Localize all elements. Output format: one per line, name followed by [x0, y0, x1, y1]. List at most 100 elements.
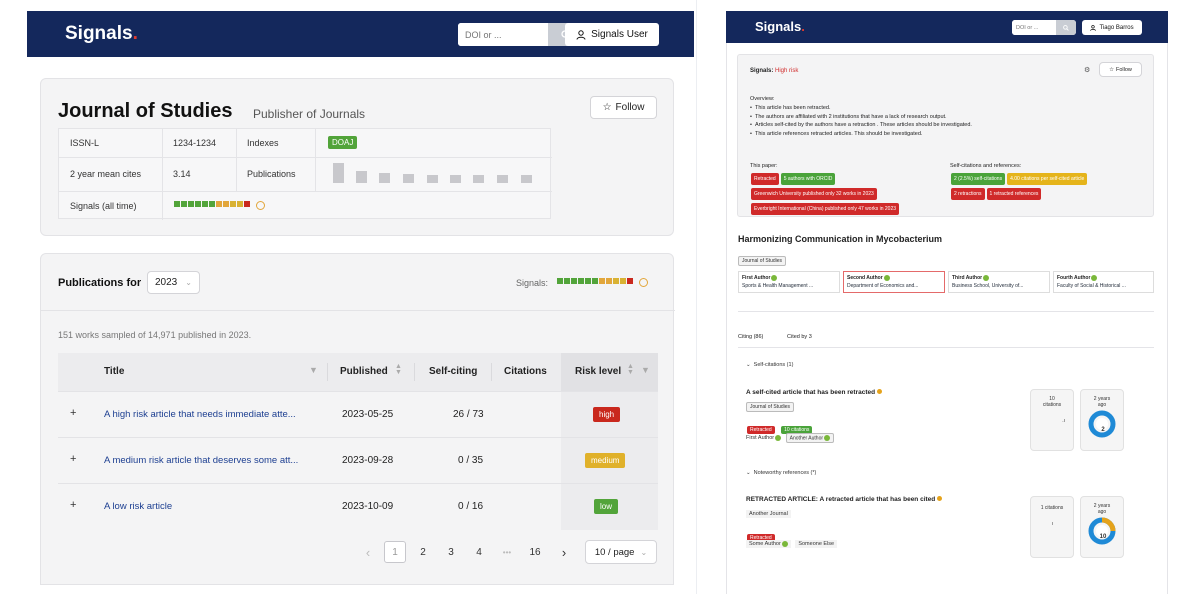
page-ellipsis[interactable]: •••: [502, 547, 512, 557]
tag-retracted: Retracted: [747, 534, 775, 542]
selfcite-item-authors: First Author Another Author: [746, 433, 835, 444]
follow-button[interactable]: ☆ Follow: [590, 96, 657, 119]
col-self-citing: Self-citing: [429, 366, 478, 377]
age-stat: 2 years ago 10: [1080, 496, 1124, 558]
age-stat: 2 years ago 2: [1080, 389, 1124, 451]
brand-text: Signals: [755, 19, 802, 34]
publications-heading: Publications for: [58, 277, 142, 289]
sort-icon[interactable]: ▲ ▼: [627, 363, 634, 376]
retracted-item-tags: Retracted: [746, 526, 776, 544]
risk-badge: low: [594, 499, 619, 514]
selfcite-item-journal[interactable]: Journal of Studies: [746, 402, 795, 412]
publications-sparkline: [333, 163, 543, 185]
signals-label: Signals:: [750, 68, 774, 74]
star-icon: ☆: [602, 102, 612, 113]
expand-button[interactable]: +: [70, 499, 77, 511]
next-page-button[interactable]: ›: [561, 544, 567, 560]
page-16-button[interactable]: 16: [529, 546, 541, 558]
author-card[interactable]: Second Author Department of Economics an…: [843, 271, 945, 293]
brand-dot: .: [132, 23, 138, 44]
filter-icon[interactable]: ▼: [641, 365, 650, 375]
row-title[interactable]: A high risk article that needs immediate…: [104, 409, 296, 420]
noteworthy-header[interactable]: ⌄ Noteworthy references (*): [746, 470, 817, 476]
expand-button[interactable]: +: [70, 407, 77, 419]
selfcite-label: Self-citations and references:: [950, 163, 1022, 169]
col-title[interactable]: Title: [104, 366, 125, 377]
author-link[interactable]: Another Author: [785, 433, 835, 444]
chevron-down-icon: ⌄: [746, 362, 751, 368]
page-2-button[interactable]: 2: [420, 546, 426, 558]
tab-citing[interactable]: Citing (86): [738, 334, 764, 340]
orcid-icon: [983, 274, 990, 281]
row-title[interactable]: A low risk article: [104, 501, 173, 512]
brand-dot: .: [801, 19, 805, 34]
signals-card: Signals: High risk ⚙ ☆ Follow Overview: …: [737, 54, 1154, 217]
overview-item: • This article references retracted arti…: [750, 130, 923, 137]
overview-item: • The authors are affiliated with 2 inst…: [750, 113, 947, 120]
signals-risk-line: Signals: High risk: [750, 68, 798, 74]
author-card[interactable]: Third Author Business School, University…: [948, 271, 1050, 293]
clock-icon[interactable]: [639, 278, 648, 287]
filter-icon[interactable]: ▼: [309, 365, 318, 375]
author-link[interactable]: First Author: [746, 434, 782, 441]
doi-search-input[interactable]: [458, 23, 548, 46]
doaj-tag: DOAJ: [328, 136, 358, 149]
search-button[interactable]: [1056, 20, 1076, 35]
overview-item: • This article has been retracted.: [750, 105, 831, 111]
user-menu-button[interactable]: Signals User: [565, 23, 659, 46]
left-brand[interactable]: Signals.: [65, 23, 138, 45]
tag-retractions: 2 retractions: [951, 188, 985, 200]
table-row[interactable]: + A medium risk article that deserves so…: [58, 437, 658, 484]
tag-retracted: Retracted: [747, 426, 775, 434]
col-published[interactable]: Published: [340, 366, 388, 377]
sort-icon[interactable]: ▲ ▼: [395, 363, 402, 376]
selfcitations-header[interactable]: ⌄ Self-citations (1): [746, 362, 794, 368]
page-1-button[interactable]: 1: [384, 541, 406, 563]
author-link[interactable]: Someone Else: [795, 540, 838, 549]
chevron-down-icon: ⌄: [185, 278, 192, 287]
user-label: Tiago Barros: [1099, 24, 1134, 31]
year-select[interactable]: 2023 ⌄: [147, 271, 200, 294]
doi-search-input[interactable]: [1012, 20, 1056, 35]
journal-chip[interactable]: Journal of Studies: [738, 256, 787, 266]
retracted-item-journal[interactable]: Another Journal: [746, 510, 791, 518]
author-card[interactable]: First Author Sports & Health Management …: [738, 271, 840, 293]
table-row[interactable]: + A high risk article that needs immedia…: [58, 391, 658, 438]
row-title[interactable]: A medium risk article that deserves some…: [104, 455, 299, 466]
donut-value: 2: [1101, 427, 1105, 433]
risk-level-text: High risk: [775, 68, 799, 74]
chevron-down-icon: ⌄: [640, 547, 648, 557]
selfcite-item-title[interactable]: A self-cited article that has been retra…: [746, 389, 882, 396]
per-page-select[interactable]: 10 / page ⌄: [585, 540, 657, 564]
author-card[interactable]: Fourth Author Faculty of Social & Histor…: [1053, 271, 1154, 293]
selfcite-tags: 2 (2.5%) self-citations 4.00 citations pe…: [950, 171, 1150, 201]
donut-value: 10: [1099, 534, 1107, 540]
follow-button[interactable]: ☆ Follow: [1099, 62, 1142, 77]
retracted-item-title[interactable]: RETRACTED ARTICLE: A retracted article t…: [746, 496, 943, 503]
search-icon: [1063, 24, 1069, 31]
warning-icon: [876, 389, 882, 394]
clock-icon[interactable]: [256, 201, 265, 210]
page-3-button[interactable]: 3: [448, 546, 454, 558]
per-page-value: 10 / page: [594, 546, 635, 558]
left-navbar: Signals. Signals User: [27, 11, 694, 57]
tag-selfcitations: 2 (2.5%) self-citations: [951, 173, 1006, 185]
indexes-label: Indexes: [247, 138, 279, 148]
author-link[interactable]: Some Author: [746, 540, 791, 549]
tag-retracted-refs: 1 retracted references: [986, 188, 1042, 200]
expand-button[interactable]: +: [70, 453, 77, 465]
user-menu-button[interactable]: Tiago Barros: [1082, 20, 1142, 35]
right-brand[interactable]: Signals.: [755, 19, 805, 34]
page-4-button[interactable]: 4: [476, 546, 482, 558]
this-paper-tags: Retracted 5 authors with ORCID Greenwich …: [750, 171, 940, 216]
row-self-citing: 0 / 35: [458, 455, 484, 466]
overview-title: Overview:: [750, 96, 775, 102]
settings-icon[interactable]: ⚙: [1084, 67, 1091, 74]
user-icon: [1090, 24, 1097, 31]
col-risk[interactable]: Risk level: [575, 366, 622, 377]
row-published: 2023-05-25: [342, 409, 394, 420]
table-row[interactable]: + A low risk article 2023-10-09 0 / 16 l…: [58, 483, 658, 530]
issn-label: ISSN-L: [70, 138, 100, 148]
tab-cited-by[interactable]: Cited by 3: [787, 334, 812, 340]
prev-page-button[interactable]: ‹: [365, 544, 371, 560]
